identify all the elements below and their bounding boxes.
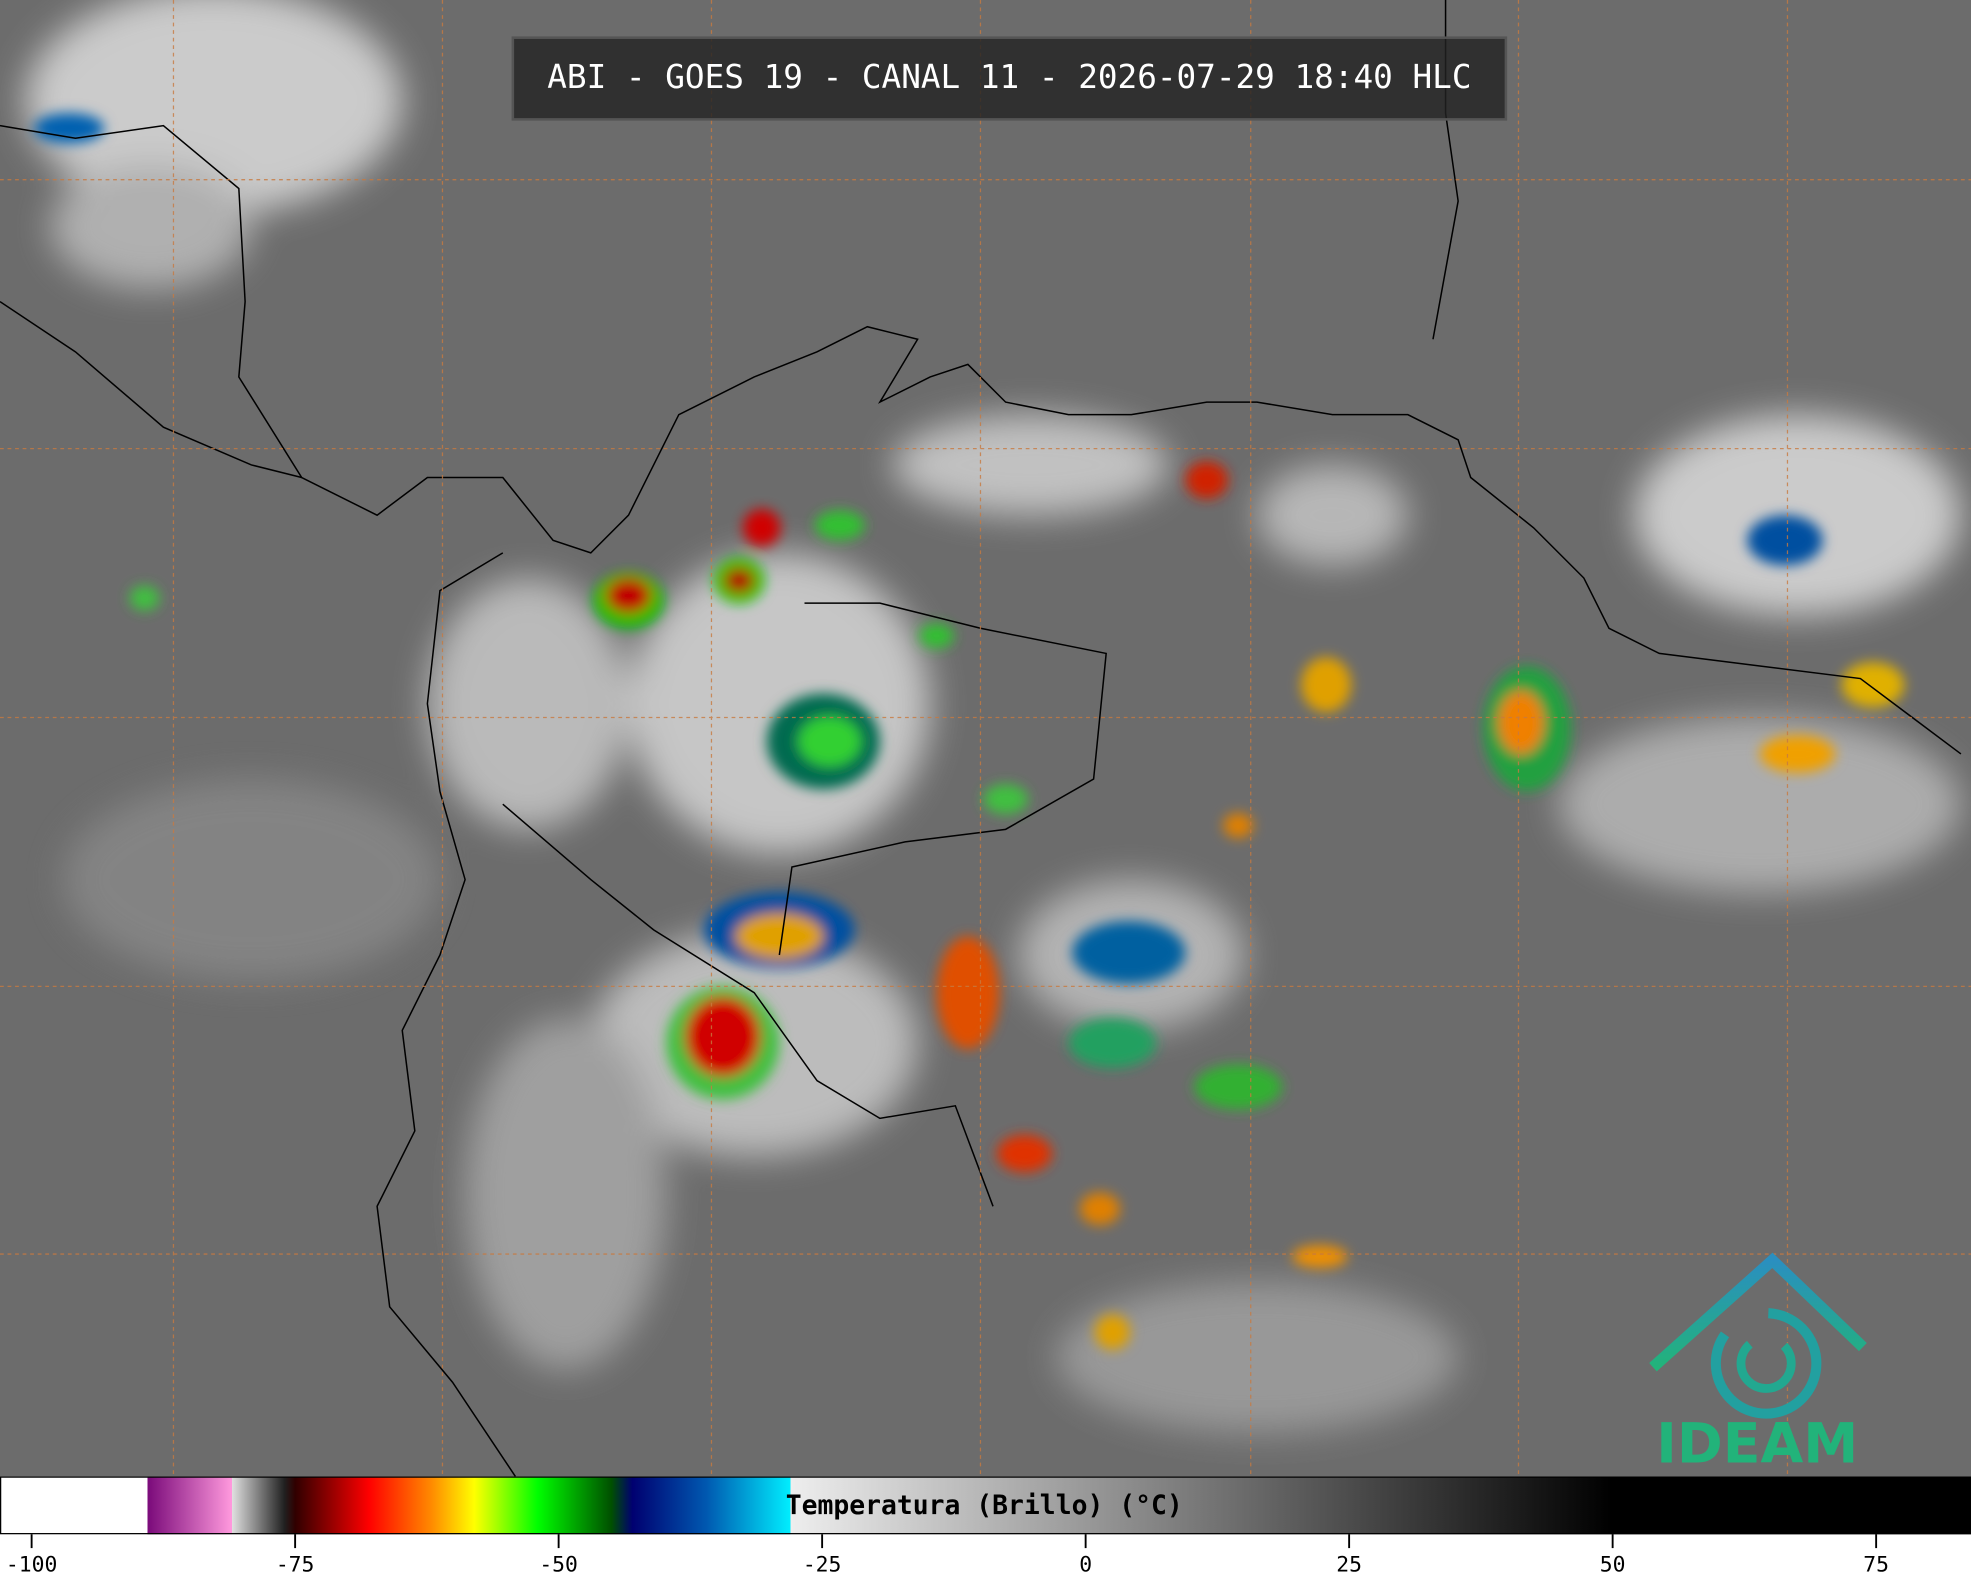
colorbar-tick-label: 25 bbox=[1336, 1553, 1362, 1577]
colorbar-tick-label: -50 bbox=[539, 1553, 578, 1577]
colorbar-label: Temperatura (Brillo) (°C) bbox=[786, 1491, 1183, 1521]
title-box: ABI - GOES 19 - CANAL 11 - 2026-07-29 18… bbox=[511, 36, 1508, 121]
colorbar-tick-label: 75 bbox=[1863, 1553, 1889, 1577]
coastlines bbox=[0, 0, 1962, 1477]
colorbar-tick-label: -100 bbox=[6, 1553, 57, 1577]
colorbar-tick-label: -75 bbox=[276, 1553, 315, 1577]
convective-cells bbox=[33, 113, 1905, 1350]
colorbar-gradient bbox=[0, 1476, 1971, 1535]
colorbar-tick-label: 50 bbox=[1600, 1553, 1626, 1577]
title: ABI - GOES 19 - CANAL 11 - 2026-07-29 18… bbox=[547, 58, 1471, 96]
logo-swirl-inner bbox=[1736, 1333, 1796, 1393]
logo-swirl bbox=[1710, 1308, 1822, 1419]
title-background bbox=[511, 36, 1508, 121]
image-area: ABI - GOES 19 - CANAL 11 - 2026-07-29 18… bbox=[0, 0, 1971, 1477]
logo: IDEAM bbox=[1649, 1252, 1867, 1477]
colorbar-tick-label: 0 bbox=[1079, 1553, 1092, 1577]
logo-text: IDEAM bbox=[1656, 1413, 1858, 1477]
colorbar-tick-label: -25 bbox=[803, 1553, 842, 1577]
colorbar: Temperatura (Brillo) (°C) -100 -75 -50 -25 0… bbox=[0, 1476, 1971, 1577]
graticule bbox=[0, 0, 1971, 1477]
logo-roof bbox=[1649, 1252, 1867, 1372]
colorbar-frame bbox=[0, 1476, 1971, 1535]
clouds bbox=[25, 0, 1961, 1433]
